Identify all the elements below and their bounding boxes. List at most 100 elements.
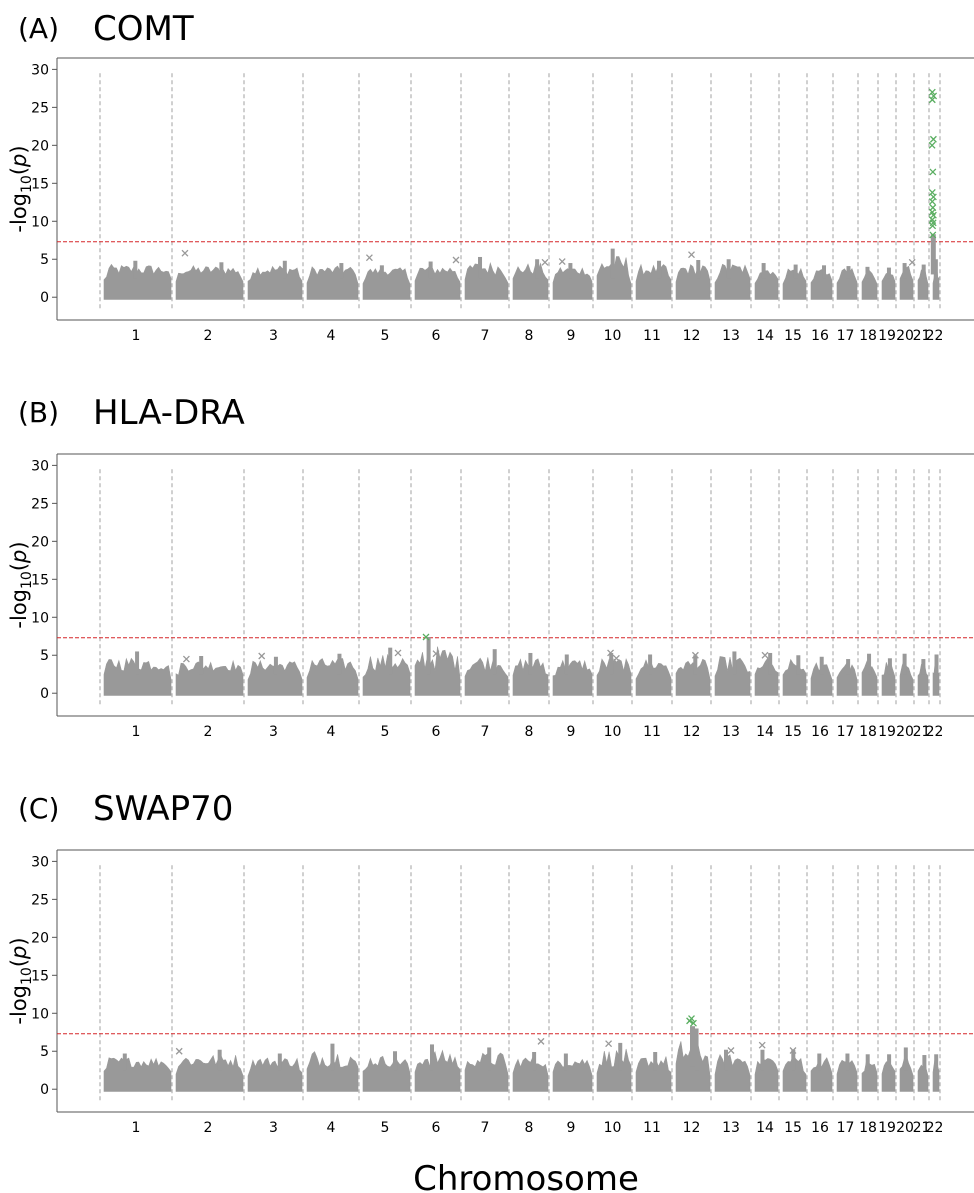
x-tick-label: 7 <box>481 328 490 344</box>
peak-spike <box>429 1044 434 1071</box>
outlier-point <box>558 258 566 265</box>
peak-spike <box>330 1043 335 1071</box>
peak-spike <box>819 656 824 675</box>
x-tick-label: 13 <box>722 1120 740 1136</box>
significant-point <box>928 88 936 96</box>
x-tick-label: 12 <box>683 724 701 740</box>
y-tick-label: 0 <box>40 290 49 306</box>
peak-spike <box>478 256 483 279</box>
peak-spike <box>133 260 138 279</box>
peak-spike <box>528 652 533 675</box>
peak-spike <box>609 652 614 675</box>
x-tick-label: 6 <box>432 328 441 344</box>
chromosome-4-points <box>306 265 359 300</box>
x-tick-label: 3 <box>269 328 278 344</box>
peak-spike <box>339 263 344 279</box>
chromosome-2-points <box>175 659 244 696</box>
significant-point <box>928 141 936 149</box>
outlier-point <box>612 654 620 662</box>
outlier-point <box>537 1037 545 1045</box>
chromosome-2-points <box>175 1054 244 1092</box>
x-tick-label: 6 <box>432 1120 441 1136</box>
peak-spike <box>653 1052 658 1071</box>
x-tick-label: 13 <box>722 724 740 740</box>
outlier-point <box>365 254 373 262</box>
chromosome-6-points <box>414 646 461 696</box>
outlier-point <box>394 649 402 657</box>
y-tick-label: 10 <box>31 214 49 230</box>
peak-spike <box>219 262 224 279</box>
x-tick-label: 10 <box>604 1120 622 1136</box>
chromosome-4-points <box>306 658 359 696</box>
y-tick-label: 5 <box>40 648 49 664</box>
significant-point <box>928 198 936 205</box>
peak-spike <box>535 259 540 279</box>
x-tick-label: 18 <box>859 1120 877 1136</box>
signal-column <box>930 234 936 275</box>
y-tick-label: 30 <box>31 62 49 78</box>
panel-label: (A) <box>18 12 59 45</box>
y-tick-label: 20 <box>31 534 49 550</box>
significant-point <box>686 1017 694 1025</box>
x-tick-label: 17 <box>837 724 855 740</box>
chromosome-14-points <box>754 1058 779 1092</box>
peak-spike <box>532 1052 537 1071</box>
x-tick-label: 11 <box>643 1120 661 1136</box>
x-tick-label: 22 <box>926 724 944 740</box>
x-tick-label: 1 <box>132 724 141 740</box>
peak-spike <box>696 260 701 279</box>
peak-spike <box>921 264 926 279</box>
peak-spike <box>846 266 851 279</box>
x-tick-label: 5 <box>381 724 390 740</box>
chromosome-11-points <box>635 659 672 696</box>
chromosome-8-points <box>512 1055 549 1092</box>
peak-spike <box>867 653 872 675</box>
x-tick-label: 9 <box>567 1120 576 1136</box>
chromosome-5-points <box>362 654 411 696</box>
x-tick-label: 5 <box>381 328 390 344</box>
peak-spike <box>568 263 573 279</box>
chromosome-15-points <box>782 658 807 696</box>
x-tick-label: 16 <box>811 1120 829 1136</box>
x-tick-label: 19 <box>878 1120 896 1136</box>
chromosome-10-points <box>596 658 632 696</box>
x-tick-label: 6 <box>432 724 441 740</box>
peak-spike <box>768 652 773 675</box>
x-tick-label: 12 <box>683 328 701 344</box>
y-tick-label: 15 <box>31 572 49 588</box>
peak-spike <box>199 656 204 675</box>
chromosome-2-points <box>175 265 244 300</box>
chromosome-6-points <box>414 1049 461 1092</box>
peak-spike <box>426 637 431 675</box>
x-tick-label: 3 <box>269 1120 278 1136</box>
x-tick-label: 14 <box>756 328 774 344</box>
chromosome-13-points <box>714 263 751 300</box>
x-tick-label: 10 <box>604 328 622 344</box>
x-tick-label: 5 <box>381 1120 390 1136</box>
peak-spike <box>487 1047 492 1071</box>
x-tick-label: 10 <box>604 724 622 740</box>
y-tick-label: 20 <box>31 138 49 154</box>
significant-point <box>929 168 937 176</box>
x-tick-label: 14 <box>756 1120 774 1136</box>
x-tick-label: 3 <box>269 724 278 740</box>
significant-point <box>689 1019 697 1027</box>
peak-spike <box>277 1053 282 1071</box>
chromosome-3-points <box>247 1057 303 1092</box>
x-tick-label: 20 <box>896 1120 914 1136</box>
x-tick-label: 22 <box>926 328 944 344</box>
peak-spike <box>793 264 798 279</box>
outlier-point <box>691 651 699 659</box>
peak-spike <box>796 655 801 675</box>
chromosome-1-points <box>103 263 172 300</box>
x-tick-label: 8 <box>525 328 534 344</box>
x-tick-label: 2 <box>204 1120 213 1136</box>
outlier-point <box>605 1040 613 1048</box>
peak-spike <box>217 1049 222 1071</box>
x-tick-label: 8 <box>525 724 534 740</box>
chromosome-14-points <box>754 270 779 300</box>
y-tick-label: 5 <box>40 252 49 268</box>
outlier-point <box>607 649 615 657</box>
peak-spike <box>428 261 433 279</box>
